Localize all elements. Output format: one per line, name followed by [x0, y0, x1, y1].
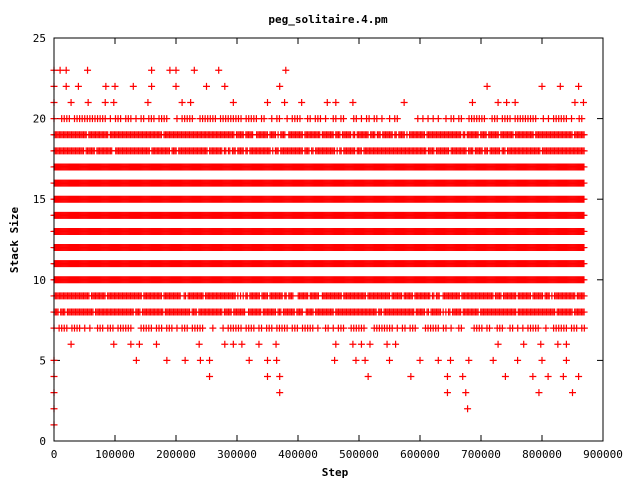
data-point — [580, 260, 588, 268]
data-point — [457, 324, 465, 332]
y-axis-label: Stack Size — [8, 207, 21, 274]
chart-title: peg_solitaire.4.pm — [268, 13, 388, 26]
y-tick-label: 25 — [33, 32, 46, 45]
data-point — [340, 324, 348, 332]
axis-ticks: 0 100000 200000 300000 400000 500000 600000 700… — [33, 32, 623, 461]
y-tick-label: 10 — [33, 274, 46, 287]
data-points — [50, 66, 588, 429]
x-tick-label: 0 — [51, 448, 58, 461]
data-point — [542, 324, 550, 332]
x-tick-label: 900000 — [583, 448, 623, 461]
x-axis-label: Step — [322, 466, 349, 479]
x-tick-label: 300000 — [217, 448, 257, 461]
x-tick-label: 400000 — [278, 448, 318, 461]
data-point — [314, 324, 322, 332]
data-point — [199, 324, 207, 332]
data-point — [86, 324, 94, 332]
x-tick-label: 600000 — [400, 448, 440, 461]
x-tick-label: 700000 — [461, 448, 501, 461]
x-tick-label: 200000 — [156, 448, 196, 461]
y-tick-label: 5 — [39, 354, 46, 367]
data-point — [498, 324, 506, 332]
data-point — [534, 324, 542, 332]
y-tick-label: 15 — [33, 193, 46, 206]
y-tick-label: 20 — [33, 113, 46, 126]
x-tick-label: 500000 — [339, 448, 379, 461]
data-point — [360, 324, 368, 332]
data-point — [127, 324, 135, 332]
data-point — [580, 324, 588, 332]
data-point — [209, 324, 217, 332]
data-point — [580, 276, 588, 284]
x-tick-label: 100000 — [95, 448, 135, 461]
x-tick-label: 800000 — [522, 448, 562, 461]
data-point — [486, 324, 494, 332]
data-point — [411, 324, 419, 332]
data-point — [580, 292, 588, 300]
y-tick-label: 0 — [39, 435, 46, 448]
data-point — [580, 308, 588, 316]
data-point — [447, 324, 455, 332]
